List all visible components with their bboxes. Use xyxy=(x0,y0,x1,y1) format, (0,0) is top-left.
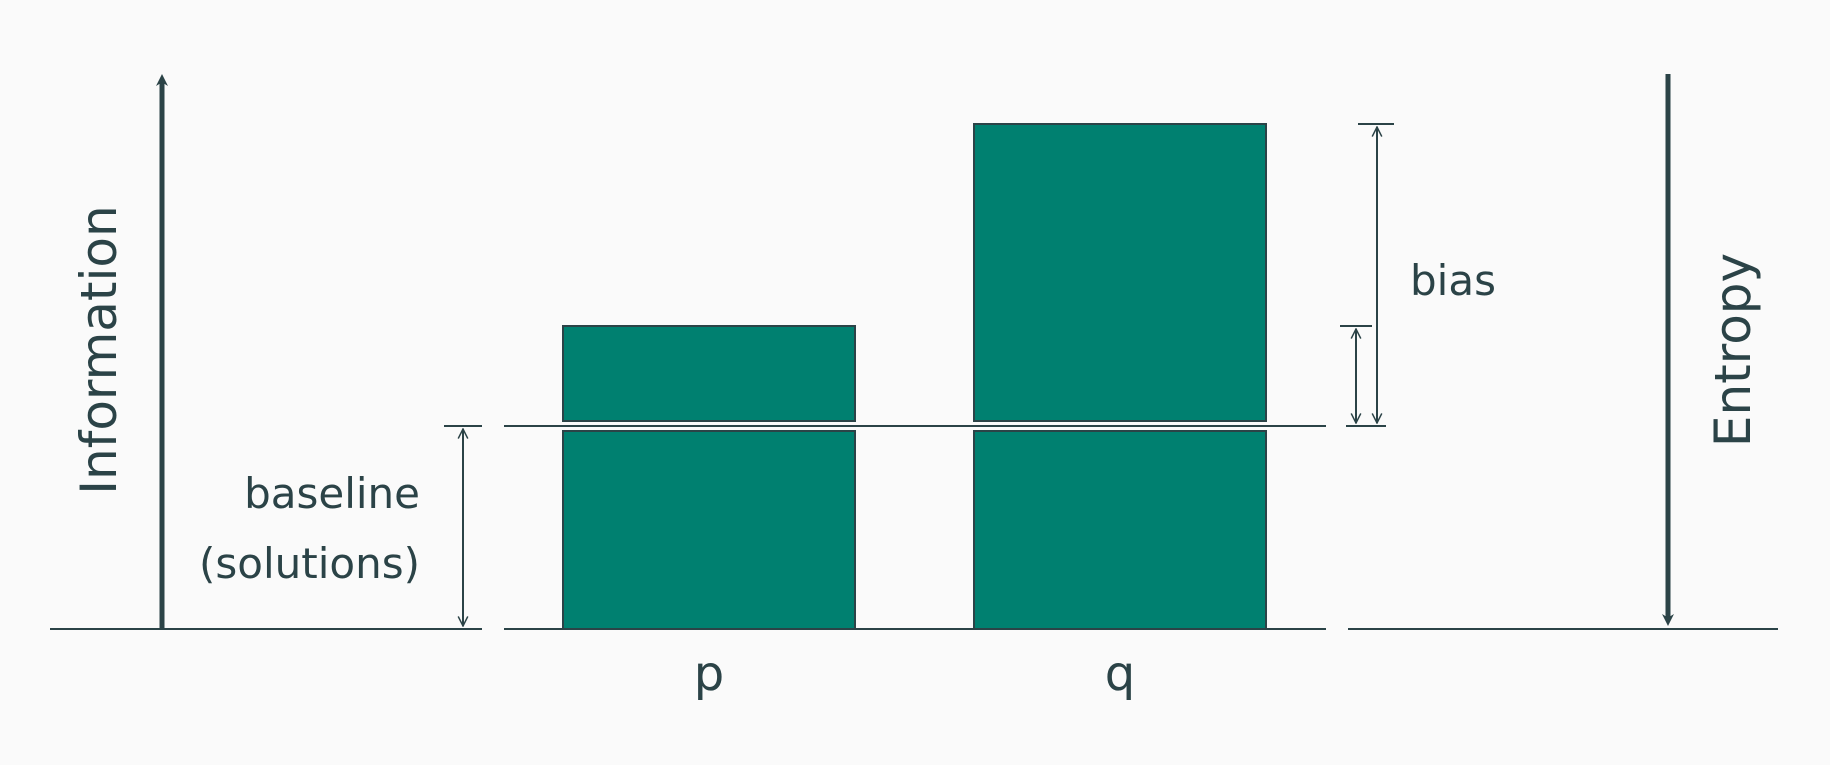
baseline-label: baseline xyxy=(244,469,420,518)
bar-label-q: q xyxy=(1105,646,1135,702)
bar-q-top xyxy=(973,123,1267,422)
bar-p-bottom xyxy=(562,430,856,630)
entropy-axis-label: Entropy xyxy=(1704,253,1762,447)
bar-q-bottom xyxy=(973,430,1267,630)
bar-p-top xyxy=(562,325,856,422)
bias-label: bias xyxy=(1410,256,1496,305)
baseline-sublabel: (solutions) xyxy=(199,539,420,588)
information-axis-label: Information xyxy=(70,205,128,494)
bar-label-p: p xyxy=(694,646,724,702)
